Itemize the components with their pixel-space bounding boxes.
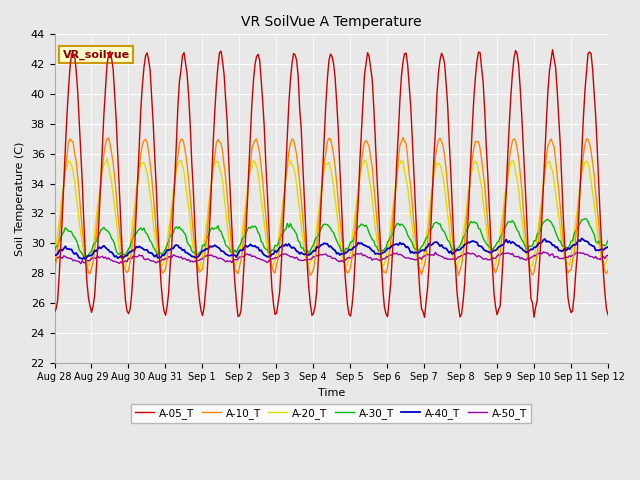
A-05_T xyxy=(216,49,223,55)
A-05_T xyxy=(243,202,251,208)
A-05_T xyxy=(118,252,126,258)
A-40_T xyxy=(236,248,243,253)
A-10_T xyxy=(577,182,584,188)
A-20_T xyxy=(246,168,254,173)
Line: A-40_T: A-40_T xyxy=(54,239,608,259)
A-50_T xyxy=(604,252,612,258)
A-10_T xyxy=(454,273,462,278)
A-20_T xyxy=(120,264,128,269)
A-30_T xyxy=(604,238,612,243)
A-30_T xyxy=(120,252,128,258)
A-40_T xyxy=(120,254,128,260)
A-40_T xyxy=(294,249,302,255)
A-50_T xyxy=(294,257,302,263)
A-30_T xyxy=(51,249,58,254)
A-05_T xyxy=(234,313,242,319)
A-30_T xyxy=(575,222,582,228)
A-10_T xyxy=(243,195,251,201)
X-axis label: Time: Time xyxy=(317,388,345,398)
A-05_T xyxy=(292,57,300,63)
A-20_T xyxy=(219,178,227,184)
Legend: A-05_T, A-10_T, A-20_T, A-30_T, A-40_T, A-50_T: A-05_T, A-10_T, A-20_T, A-30_T, A-40_T, … xyxy=(131,404,531,423)
A-05_T xyxy=(604,312,612,318)
A-30_T xyxy=(80,254,88,260)
A-50_T xyxy=(217,255,225,261)
A-20_T xyxy=(196,266,204,272)
A-40_T xyxy=(578,236,586,241)
A-05_T xyxy=(51,309,58,315)
A-40_T xyxy=(575,237,582,243)
Line: A-50_T: A-50_T xyxy=(54,252,608,264)
A-10_T xyxy=(216,139,223,144)
A-20_T xyxy=(237,240,245,246)
A-20_T xyxy=(296,207,303,213)
A-10_T xyxy=(234,271,242,276)
A-20_T xyxy=(577,179,584,184)
A-05_T xyxy=(548,47,556,53)
A-10_T xyxy=(399,134,407,140)
A-50_T xyxy=(77,261,84,266)
Line: A-20_T: A-20_T xyxy=(54,158,608,269)
Line: A-30_T: A-30_T xyxy=(54,218,608,257)
A-05_T xyxy=(420,314,428,320)
Text: VR_soilvue: VR_soilvue xyxy=(63,49,130,60)
A-50_T xyxy=(236,254,243,260)
A-40_T xyxy=(245,243,253,249)
A-30_T xyxy=(294,238,302,244)
A-10_T xyxy=(292,152,300,157)
A-40_T xyxy=(51,252,58,258)
A-40_T xyxy=(217,248,225,254)
A-20_T xyxy=(103,156,111,161)
Title: VR SoilVue A Temperature: VR SoilVue A Temperature xyxy=(241,15,422,29)
A-40_T xyxy=(604,244,612,250)
Line: A-10_T: A-10_T xyxy=(54,137,608,276)
A-30_T xyxy=(245,225,253,230)
A-20_T xyxy=(51,255,58,261)
Y-axis label: Soil Temperature (C): Soil Temperature (C) xyxy=(15,141,25,256)
A-50_T xyxy=(245,252,253,258)
A-50_T xyxy=(120,259,128,264)
A-30_T xyxy=(236,243,243,249)
A-50_T xyxy=(540,249,547,255)
Line: A-05_T: A-05_T xyxy=(54,50,608,317)
A-10_T xyxy=(51,267,58,273)
A-20_T xyxy=(604,253,612,259)
A-05_T xyxy=(577,181,584,187)
A-10_T xyxy=(604,267,612,273)
A-10_T xyxy=(118,257,126,263)
A-30_T xyxy=(581,216,589,221)
A-40_T xyxy=(81,256,89,262)
A-30_T xyxy=(217,228,225,234)
A-50_T xyxy=(51,258,58,264)
A-50_T xyxy=(577,250,584,255)
